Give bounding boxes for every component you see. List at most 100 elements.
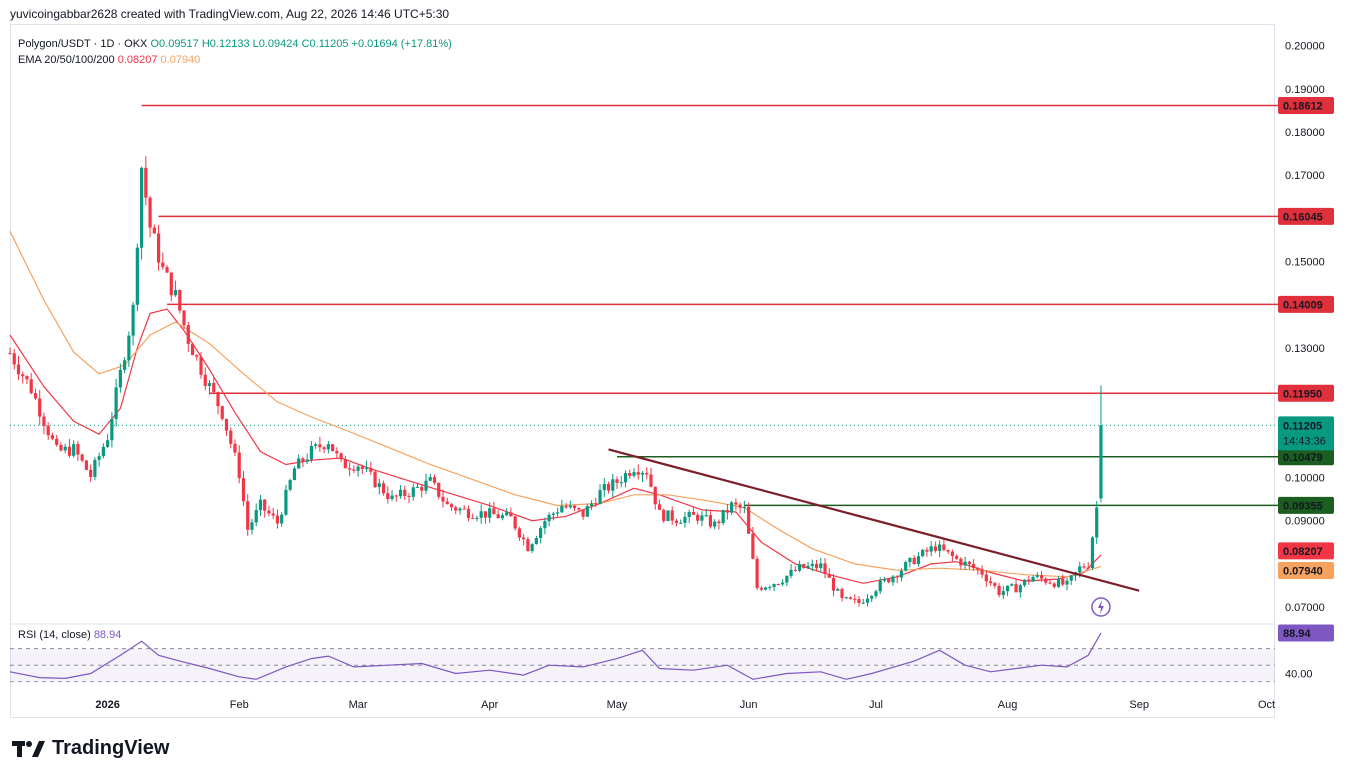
candle-body[interactable] — [97, 456, 101, 460]
candle-body[interactable] — [759, 587, 763, 590]
candle-body[interactable] — [301, 458, 305, 462]
candle-body[interactable] — [1001, 591, 1005, 596]
candle-body[interactable] — [611, 479, 615, 491]
candle-body[interactable] — [398, 489, 403, 497]
candle-body[interactable] — [335, 451, 339, 454]
candle-body[interactable] — [118, 369, 122, 388]
candle-body[interactable] — [471, 517, 475, 519]
candle-body[interactable] — [764, 587, 768, 590]
candle-body[interactable] — [725, 509, 729, 513]
candle-body[interactable] — [50, 435, 55, 439]
candle-body[interactable] — [687, 511, 691, 517]
candle-body[interactable] — [411, 487, 415, 497]
candle-body[interactable] — [1027, 579, 1031, 582]
candle-body[interactable] — [738, 504, 742, 508]
candle-body[interactable] — [314, 444, 318, 446]
candle-body[interactable] — [326, 444, 330, 450]
candle-body[interactable] — [751, 533, 755, 559]
candle-body[interactable] — [280, 514, 284, 524]
candle-body[interactable] — [386, 493, 390, 499]
candle-body[interactable] — [959, 558, 963, 566]
candle-body[interactable] — [560, 506, 564, 513]
candle-body[interactable] — [679, 522, 683, 524]
candle-body[interactable] — [492, 508, 496, 515]
candle-body[interactable] — [190, 343, 195, 356]
candle-body[interactable] — [874, 591, 878, 597]
candle-body[interactable] — [976, 568, 980, 570]
candle-body[interactable] — [623, 473, 628, 483]
candle-body[interactable] — [169, 272, 173, 296]
candle-body[interactable] — [224, 418, 229, 431]
candle-body[interactable] — [865, 598, 870, 603]
candle-body[interactable] — [29, 379, 33, 394]
candle-body[interactable] — [929, 546, 933, 552]
candle-body[interactable] — [237, 452, 241, 479]
candle-body[interactable] — [797, 563, 802, 571]
candle-body[interactable] — [717, 521, 721, 524]
candle-body[interactable] — [513, 516, 517, 529]
candle-body[interactable] — [1069, 575, 1073, 581]
candle-body[interactable] — [844, 597, 848, 599]
candle-body[interactable] — [993, 583, 997, 586]
ema-label[interactable]: EMA 20/50/100/200 — [18, 54, 115, 66]
candle-body[interactable] — [657, 504, 662, 510]
candle-body[interactable] — [148, 197, 152, 228]
candle-body[interactable] — [21, 374, 25, 377]
candle-body[interactable] — [1061, 578, 1065, 585]
candle-body[interactable] — [814, 563, 819, 568]
candle-body[interactable] — [916, 556, 921, 565]
candle-body[interactable] — [144, 167, 148, 198]
candle-body[interactable] — [972, 564, 976, 569]
candle-body[interactable] — [1056, 578, 1061, 587]
candle-body[interactable] — [93, 459, 97, 477]
candle-body[interactable] — [640, 472, 645, 475]
candle-body[interactable] — [505, 512, 509, 516]
candle-body[interactable] — [483, 511, 488, 518]
candle-body[interactable] — [747, 506, 751, 534]
candle-body[interactable] — [381, 483, 386, 494]
candle-body[interactable] — [772, 583, 776, 587]
candle-body[interactable] — [589, 503, 594, 507]
candle-body[interactable] — [853, 598, 857, 600]
candle-body[interactable] — [1022, 579, 1027, 586]
candle-body[interactable] — [1090, 537, 1095, 568]
candle-body[interactable] — [347, 468, 352, 470]
candle-body[interactable] — [292, 468, 297, 481]
candle-body[interactable] — [768, 586, 772, 588]
candle-body[interactable] — [161, 262, 165, 268]
candle-body[interactable] — [199, 356, 203, 375]
candle-body[interactable] — [16, 364, 21, 375]
candle-body[interactable] — [572, 505, 577, 509]
candle-body[interactable] — [67, 446, 72, 456]
candle-body[interactable] — [509, 512, 513, 517]
candle-body[interactable] — [551, 513, 555, 515]
candle-body[interactable] — [63, 446, 67, 451]
candle-body[interactable] — [963, 561, 967, 566]
candle-body[interactable] — [1005, 585, 1010, 592]
candle-body[interactable] — [925, 549, 929, 552]
candle-body[interactable] — [76, 444, 80, 455]
candle-body[interactable] — [84, 460, 89, 470]
candle-body[interactable] — [1044, 578, 1048, 583]
candle-body[interactable] — [466, 508, 471, 518]
candle-body[interactable] — [1048, 582, 1052, 584]
candle-body[interactable] — [831, 577, 836, 591]
candle-body[interactable] — [946, 549, 950, 552]
candle-body[interactable] — [212, 383, 216, 393]
candle-body[interactable] — [352, 469, 356, 471]
candle-body[interactable] — [445, 501, 449, 505]
candle-body[interactable] — [810, 563, 814, 566]
candle-body[interactable] — [139, 167, 144, 248]
candle-body[interactable] — [38, 398, 42, 417]
candle-body[interactable] — [632, 472, 636, 476]
candle-body[interactable] — [700, 515, 704, 521]
candle-body[interactable] — [649, 474, 653, 487]
candle-body[interactable] — [373, 471, 377, 488]
candle-body[interactable] — [258, 499, 263, 511]
candle-body[interactable] — [394, 495, 398, 497]
candle-body[interactable] — [984, 574, 988, 582]
candle-body[interactable] — [802, 563, 806, 568]
candle-body[interactable] — [377, 483, 381, 488]
candle-body[interactable] — [619, 482, 623, 484]
